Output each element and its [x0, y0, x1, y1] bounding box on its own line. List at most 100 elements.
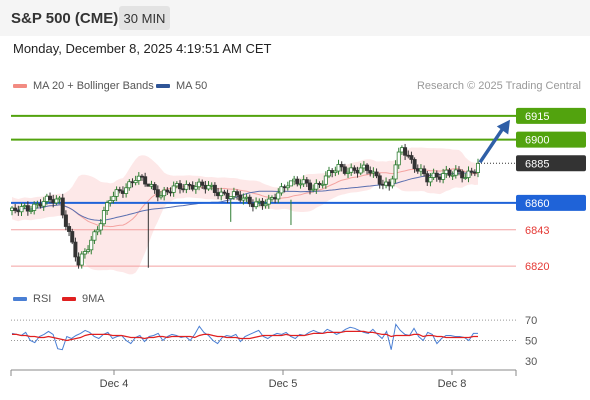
- candle-body: [295, 178, 300, 185]
- candle-body: [374, 171, 379, 177]
- candle-body: [327, 170, 332, 177]
- candle-body: [155, 189, 160, 198]
- candle-body: [22, 205, 27, 208]
- candle-body: [460, 171, 465, 179]
- candle-body: [371, 171, 376, 174]
- candle-body: [193, 186, 198, 190]
- candle-body: [146, 183, 151, 187]
- level-label-6860: 6860: [525, 198, 549, 210]
- candle-body: [178, 183, 183, 190]
- candle-body: [60, 197, 65, 216]
- candle-body: [422, 168, 427, 175]
- candle-body: [403, 147, 408, 156]
- candle-body: [317, 182, 322, 185]
- candle-body: [431, 172, 436, 178]
- candle-body: [117, 189, 122, 192]
- candle-body: [377, 175, 382, 185]
- rsi-9ma-line: [12, 330, 478, 342]
- candle-body: [323, 175, 328, 185]
- candle-body: [181, 188, 186, 191]
- forecast-arrow-head: [496, 119, 510, 135]
- level-label-6900-tag: [516, 131, 586, 148]
- candle-body: [368, 170, 373, 174]
- timeframe-button[interactable]: 30 MIN: [119, 6, 170, 30]
- last-price-label: 6885: [525, 158, 549, 170]
- legend-rsi-label: RSI: [33, 293, 52, 305]
- candle-body: [235, 191, 240, 196]
- candle-body: [269, 197, 274, 200]
- legend-ma50-label: MA 50: [176, 80, 208, 92]
- candle-body: [158, 195, 163, 198]
- candle-body: [73, 241, 78, 258]
- legend-9ma-label: 9MA: [82, 293, 105, 305]
- candle-body: [250, 203, 255, 208]
- x-tick-label: Dec 5: [269, 378, 298, 390]
- candle-body: [216, 192, 221, 197]
- candle-body: [139, 175, 144, 178]
- candle-body: [349, 167, 354, 173]
- candle-body: [89, 239, 94, 251]
- candle-body: [358, 167, 363, 174]
- legend-ma50: MA 50: [156, 80, 207, 92]
- candle-body: [98, 223, 103, 231]
- candle-body: [168, 191, 173, 194]
- level-label-6900: 6900: [525, 135, 549, 147]
- datetime-label: Monday, December 8, 2025 4:19:51 AM CET: [13, 41, 272, 56]
- candle-body: [469, 170, 474, 173]
- candle-body: [463, 177, 468, 179]
- candle-body: [82, 251, 87, 255]
- candle-body: [361, 164, 366, 169]
- candle-body: [184, 184, 189, 190]
- candle-body: [13, 207, 18, 211]
- candle-body: [238, 194, 243, 201]
- candle-body: [219, 191, 224, 197]
- candle-body: [29, 210, 34, 212]
- rsi-tick-label: 30: [525, 356, 537, 368]
- candle-body: [444, 169, 449, 174]
- candle-body: [92, 231, 97, 241]
- candle-body: [406, 154, 411, 157]
- level-label-6915-tag: [516, 107, 586, 124]
- candle-body: [57, 197, 62, 200]
- candle-body: [311, 188, 316, 191]
- candle-body: [254, 201, 259, 208]
- candle-body: [35, 203, 40, 206]
- candle-body: [244, 196, 249, 199]
- candle-body: [466, 170, 471, 178]
- credit-text: Research © 2025 Trading Central: [416, 80, 581, 92]
- candle-body: [16, 210, 21, 213]
- candle-body: [241, 197, 246, 201]
- candle-body: [149, 184, 154, 187]
- candle-body: [307, 182, 312, 191]
- level-label-6860-tag: [516, 194, 586, 211]
- candle-body: [228, 196, 233, 199]
- candle-body: [342, 166, 347, 174]
- candle-body: [456, 169, 461, 172]
- candle-body: [25, 205, 30, 212]
- candle-body: [409, 155, 414, 160]
- candle-body: [212, 184, 217, 193]
- candle-body: [453, 169, 458, 176]
- candle-body: [314, 182, 319, 190]
- candle-body: [387, 181, 392, 187]
- ma50-line: [11, 171, 479, 222]
- candle-body: [133, 180, 138, 184]
- candle-body: [336, 164, 341, 172]
- candle-body: [114, 189, 119, 197]
- candle-body: [393, 164, 398, 180]
- candle-body: [95, 229, 100, 233]
- candle-body: [79, 253, 84, 266]
- candle-body: [152, 184, 157, 191]
- candle-body: [257, 200, 262, 203]
- x-tick-label: Dec 8: [438, 378, 467, 390]
- candle-body: [203, 184, 208, 190]
- level-label-6820: 6820: [525, 261, 549, 273]
- candle-body: [124, 187, 129, 194]
- candle-body: [9, 207, 14, 211]
- candle-body: [120, 190, 125, 194]
- candle-body: [437, 176, 442, 180]
- candle-body: [38, 203, 43, 207]
- level-label-6915: 6915: [525, 111, 549, 123]
- candle-body: [273, 197, 278, 200]
- x-tick-label: Dec 4: [100, 378, 129, 390]
